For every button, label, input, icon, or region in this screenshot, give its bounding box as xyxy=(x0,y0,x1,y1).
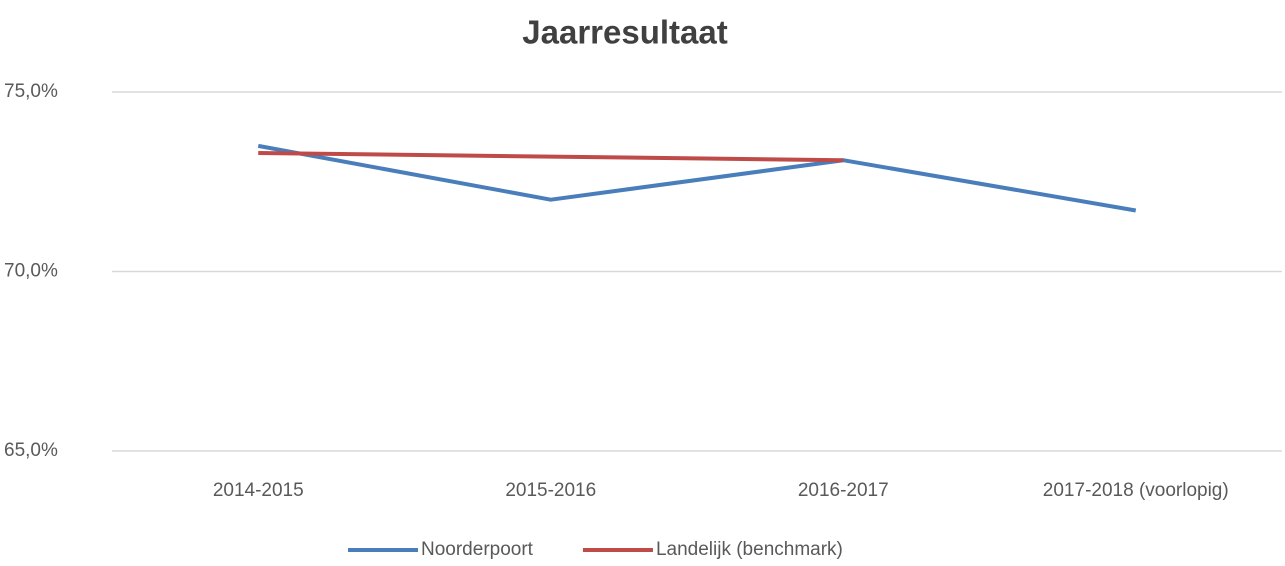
x-tick-label: 2014-2015 xyxy=(213,480,304,501)
y-tick-label: 70,0% xyxy=(4,261,58,282)
y-tick-label: 75,0% xyxy=(4,81,58,102)
legend-label: Noorderpoort xyxy=(421,539,534,560)
y-tick-label: 65,0% xyxy=(4,440,58,461)
line-series xyxy=(257,143,1137,213)
x-tick-label: 2016-2017 xyxy=(798,480,889,501)
x-tick-label: 2017-2018 (voorlopig) xyxy=(1043,480,1229,501)
x-tick-label: 2015-2016 xyxy=(505,480,596,501)
chart-title: Jaarresultaat xyxy=(522,14,727,51)
line-series xyxy=(258,151,844,163)
legend-label: Landelijk (benchmark) xyxy=(656,539,843,560)
